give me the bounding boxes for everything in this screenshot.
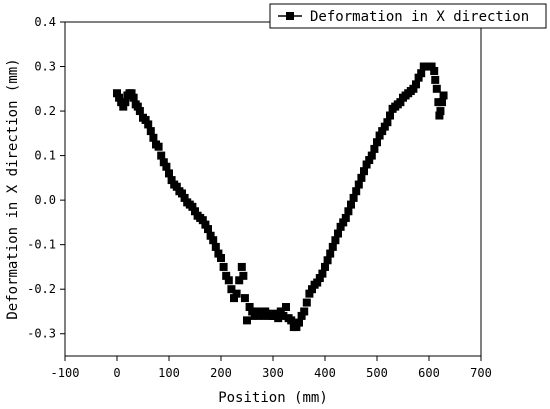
data-point: [436, 107, 444, 115]
y-axis: -0.3 -0.2 -0.1 0.0 0.1 0.2 0.3 0.4: [27, 15, 65, 341]
x-axis: -100 0 100 200 300 400 500 600 700: [51, 356, 492, 380]
data-point: [155, 143, 163, 151]
x-tick-label: 100: [158, 366, 180, 380]
data-points: [113, 63, 448, 332]
data-point: [282, 303, 290, 311]
y-axis-title: Deformation in X direction (mm): [5, 58, 21, 319]
data-point: [241, 294, 249, 302]
x-tick-label: 200: [210, 366, 232, 380]
legend: Deformation in X direction: [270, 4, 546, 28]
data-point: [233, 290, 241, 298]
y-tick-label: -0.3: [27, 327, 56, 341]
data-point: [217, 254, 225, 262]
x-tick-label: 700: [470, 366, 492, 380]
data-point: [300, 307, 308, 315]
data-point: [431, 76, 439, 84]
legend-label: Deformation in X direction: [310, 9, 529, 25]
data-point: [220, 263, 228, 271]
data-point: [243, 316, 251, 324]
y-tick-label: 0.2: [34, 104, 56, 118]
x-tick-label: 0: [113, 366, 120, 380]
data-point: [303, 299, 311, 307]
x-axis-title: Position (mm): [218, 390, 328, 406]
data-point: [239, 272, 247, 280]
legend-marker: [286, 12, 294, 20]
data-point: [430, 67, 438, 75]
x-tick-label: 500: [366, 366, 388, 380]
y-tick-label: -0.2: [27, 282, 56, 296]
x-tick-label: -100: [51, 366, 80, 380]
x-tick-label: 300: [262, 366, 284, 380]
x-tick-label: 400: [314, 366, 336, 380]
y-tick-label: -0.1: [27, 238, 56, 252]
y-tick-label: 0.4: [34, 15, 56, 29]
y-tick-label: 0.1: [34, 149, 56, 163]
y-tick-label: 0.3: [34, 60, 56, 74]
data-point: [238, 263, 246, 271]
x-tick-label: 600: [418, 366, 440, 380]
data-point: [440, 91, 448, 99]
y-tick-label: 0.0: [34, 193, 56, 207]
data-point: [225, 276, 233, 284]
